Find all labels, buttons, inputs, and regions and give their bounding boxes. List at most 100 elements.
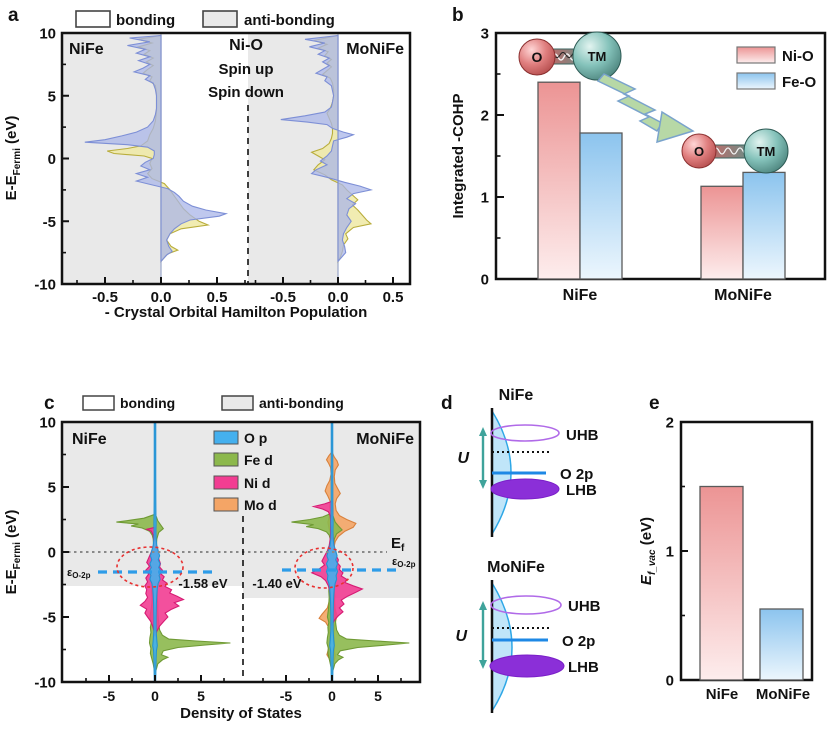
panel-c: c bonding anti-bonding Ef εO-2p εO-2p -1… [3,393,422,722]
subpanel-title-nife: NiFe [72,431,107,448]
antibonding-legend-label: anti-bonding [259,395,344,411]
panel-e-letter: e [649,393,660,414]
x-tick-label: 0 [328,688,336,704]
epsilon-label-right: εO-2p [392,556,416,569]
panel-c-letter: c [44,393,55,414]
panel-b: b 0 1 2 3 Integrated -COHP NiFe MoNiFe Ni-O… [450,5,827,304]
u-arrowhead-down-icon [479,660,487,669]
fermi-level-label: Ef [391,535,405,554]
panel-e: e 0 1 2 Ef_vac (eV) NiFe MoNiFe [638,393,814,703]
epsilon-label-left: εO-2p [67,567,91,580]
legend-label-mod: Mo d [244,497,277,513]
legend-label-op: O p [244,430,267,446]
lhb-label: LHB [566,482,597,499]
bond-squiggle-icon [712,147,750,155]
molecule-weak-bond: O TM [681,128,789,174]
oxygen-atom-label: O [694,144,704,159]
o2p-band-envelope [491,582,513,712]
lhb-band [489,654,565,678]
y-tick-label: -10 [34,277,56,294]
icohp-bars [537,81,786,280]
x-tick-label: 5 [197,688,205,704]
x-tick-label: -5 [280,688,293,704]
lightning-arrow-icon [596,73,664,133]
bonding-legend-swatch [82,395,115,411]
legend-label-feo: Fe-O [782,74,817,91]
y-tick-label: -5 [43,214,56,231]
tm-atom-label: TM [757,144,776,159]
x-tick-label: -5 [103,688,116,704]
category-label-nife: NiFe [563,287,598,304]
u-arrowhead-down-icon [479,480,487,489]
bonding-legend-label: bonding [116,12,175,29]
panel-d-letter: d [441,393,453,414]
dos-series-legend: O p Fe d Ni d Mo d [213,430,277,513]
o2p-label: O 2p [562,633,595,650]
panel-e-ticks: 0 1 2 [666,415,688,690]
y-tick-label: 0 [48,151,56,168]
schematic-title: NiFe [499,387,534,404]
lhb-label: LHB [568,659,599,676]
spin-up-label: Spin up [219,61,274,78]
legend-label-nid: Ni d [244,475,270,491]
legend-swatch-feo [736,72,776,90]
highlight-ellipse-nife [116,546,184,588]
y-tick-label: 2 [481,108,489,125]
uhb-band [490,424,560,442]
legend-swatch-op [213,430,239,445]
bar-nife-fe-o [579,132,623,280]
x-tick-label: 0.5 [207,289,228,306]
legend-swatch-mod [213,497,239,512]
curve-nife-spin-down [84,34,229,263]
y-axis-label-c: E-EFermi (eV) [3,510,23,595]
bond-label: Ni-O [229,37,263,54]
y-axis-label-e: Ef_vac (eV) [638,517,658,585]
x-tick-label: 0.0 [328,289,349,306]
tm-atom-label: TM [588,49,607,64]
bar-monife [759,608,804,681]
x-tick-label: 0 [151,688,159,704]
y-tick-label: 3 [481,26,489,43]
molecule-strong-bond: O TM [518,31,622,81]
band-schematic-nife: NiFe UHB O 2p LHB U [457,387,599,537]
x-tick-label: 5 [374,688,382,704]
x-tick-label: 0.0 [151,289,172,306]
antibonding-legend-swatch [202,10,238,28]
tm-atom-icon [743,128,789,174]
subpanel-title-nife: NiFe [69,41,104,58]
oxygen-atom-icon [681,133,717,169]
legend-swatch-nio [736,46,776,64]
uhb-label: UHB [566,427,599,444]
charge-transfer-energy-nife: -1.58 eV [178,576,227,591]
category-label-monife: MoNiFe [714,287,772,304]
o2p-label: O 2p [560,466,593,483]
y-tick-label: 0 [481,272,489,289]
panel-a-letter: a [8,5,19,26]
legend-swatch-nid [213,475,239,490]
highlight-ellipse-monife [294,547,354,589]
y-tick-label: 2 [666,415,674,432]
category-label-monife: MoNiFe [756,686,810,703]
u-label: U [457,450,469,467]
bar-nife-ni-o [537,81,581,280]
bar-monife-fe-o [742,171,786,280]
panel-a-ticks: 10 5 0 -5 -10 -0.5 0.0 0.5 -0.5 0.0 0.5 [34,26,403,307]
category-label-nife: NiFe [706,686,739,703]
oxygen-atom-label: O [532,49,543,65]
panel-d: d NiFe UHB O 2p LHB U MoNiFe [441,387,601,713]
curve-monife-spin-down [280,34,374,263]
x-tick-label: -0.5 [92,289,118,306]
y-tick-label: 10 [39,26,56,43]
y-tick-label: 5 [48,88,56,105]
u-arrowhead-up-icon [479,427,487,436]
y-tick-label: 0 [666,673,674,690]
bonding-legend-label: bonding [120,395,175,411]
legend-swatch-fed [213,452,239,467]
subpanel-title-monife: MoNiFe [346,41,404,58]
legend-label-fed: Fe d [244,452,273,468]
uhb-label: UHB [568,598,601,615]
uhb-band [490,595,562,615]
y-tick-label: 1 [666,544,674,561]
panel-a: a bonding anti-bonding 10 5 0 -5 -10 -0.5 0.0 0… [3,5,412,321]
